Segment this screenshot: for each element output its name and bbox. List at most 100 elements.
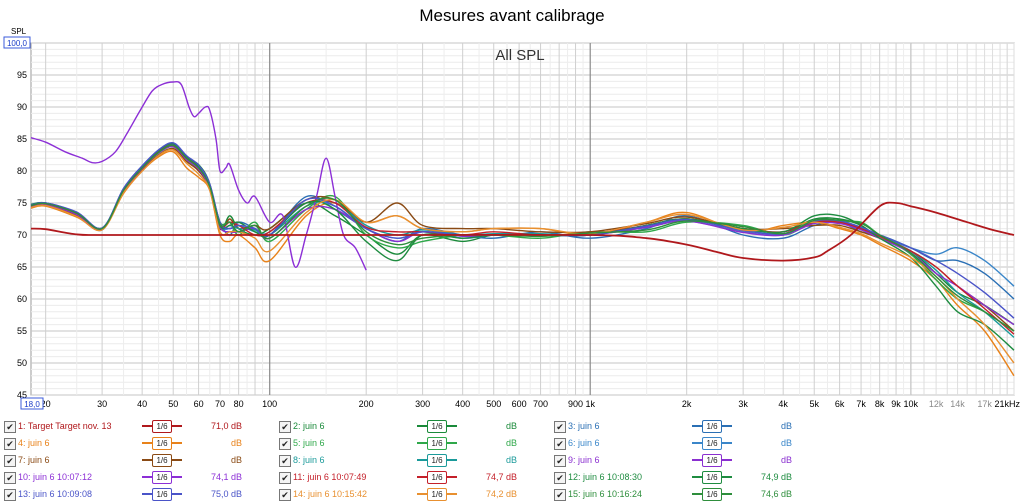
- legend-smoothing-label: 1/6: [702, 471, 722, 484]
- legend-value: 74,2 dB: [485, 489, 517, 499]
- legend-checkbox[interactable]: ✔: [4, 421, 16, 433]
- series-line-1: [30, 201, 1015, 262]
- legend-smoothing-swatch[interactable]: 1/6: [692, 436, 732, 450]
- legend-smoothing-label: 1/6: [427, 488, 447, 501]
- x-tick-label: 80: [234, 399, 244, 409]
- legend-value: dB: [505, 455, 517, 465]
- legend-label: 13: juin 6 10:09:08: [18, 489, 93, 499]
- legend-smoothing-swatch[interactable]: 1/6: [417, 470, 457, 484]
- chart-subtitle: All SPL: [495, 47, 544, 64]
- y-top-marker-box[interactable]: [3, 36, 31, 49]
- legend-item-2[interactable]: ✔ 2: juin 6 1/6 dB: [279, 419, 549, 436]
- legend-smoothing-swatch[interactable]: 1/6: [692, 487, 732, 501]
- legend-smoothing-swatch[interactable]: 1/6: [142, 419, 182, 433]
- legend-value: 71,0 dB: [210, 421, 242, 431]
- legend-checkbox[interactable]: ✔: [554, 489, 566, 501]
- legend-item-6[interactable]: ✔ 6: juin 6 1/6 dB: [554, 436, 824, 453]
- legend-label: 14: juin 6 10:15:42: [293, 489, 368, 499]
- legend-checkbox[interactable]: ✔: [4, 455, 16, 467]
- legend-checkbox[interactable]: ✔: [4, 489, 16, 501]
- legend-value: dB: [780, 421, 792, 431]
- legend-label: 12: juin 6 10:08:30: [568, 472, 643, 482]
- legend-smoothing-label: 1/6: [427, 420, 447, 433]
- x-tick-label: 6k: [835, 399, 845, 409]
- y-tick-label: 60: [17, 294, 27, 304]
- legend-smoothing-swatch[interactable]: 1/6: [692, 453, 732, 467]
- x-start-marker-box[interactable]: [20, 397, 44, 410]
- legend-smoothing-swatch[interactable]: 1/6: [142, 453, 182, 467]
- legend-smoothing-swatch[interactable]: 1/6: [417, 419, 457, 433]
- legend-checkbox[interactable]: ✔: [4, 472, 16, 484]
- x-tick-label: 200: [359, 399, 374, 409]
- legend-smoothing-label: 1/6: [702, 437, 722, 450]
- legend-checkbox[interactable]: ✔: [554, 438, 566, 450]
- legend-item-3[interactable]: ✔ 3: juin 6 1/6 dB: [554, 419, 824, 436]
- legend-item-13[interactable]: ✔ 13: juin 6 10:09:08 1/6 75,0 dB: [4, 487, 274, 504]
- legend-smoothing-swatch[interactable]: 1/6: [417, 487, 457, 501]
- legend-smoothing-swatch[interactable]: 1/6: [142, 487, 182, 501]
- x-tick-label: 4k: [778, 399, 788, 409]
- y-tick-label: 50: [17, 358, 27, 368]
- x-tick-label: 14k: [950, 399, 965, 409]
- legend-smoothing-swatch[interactable]: 1/6: [142, 470, 182, 484]
- x-tick-label: 17k: [977, 399, 992, 409]
- y-tick-label: 70: [17, 230, 27, 240]
- legend-item-12[interactable]: ✔ 12: juin 6 10:08:30 1/6 74,9 dB: [554, 470, 824, 487]
- legend-item-9[interactable]: ✔ 9: juin 6 1/6 dB: [554, 453, 824, 470]
- x-tick-label: 20: [41, 399, 51, 409]
- legend-checkbox[interactable]: ✔: [279, 489, 291, 501]
- x-tick-label: 60: [194, 399, 204, 409]
- x-tick-labels: 20 30 40 50 60 70 80 100 200 300 400 500 600 700 900 1k…: [41, 399, 1021, 409]
- legend-smoothing-label: 1/6: [427, 437, 447, 450]
- legend-checkbox[interactable]: ✔: [554, 455, 566, 467]
- legend-item-11[interactable]: ✔ 11: juin 6 10:07:49 1/6 74,7 dB: [279, 470, 549, 487]
- legend-smoothing-swatch[interactable]: 1/6: [692, 470, 732, 484]
- legend-item-7[interactable]: ✔ 7: juin 6 1/6 dB: [4, 453, 274, 470]
- legend-item-5[interactable]: ✔ 5: juin 6 1/6 dB: [279, 436, 549, 453]
- legend-checkbox[interactable]: ✔: [554, 421, 566, 433]
- legend-item-1[interactable]: ✔ 1: Target Target nov. 13 1/6 71,0 dB: [4, 419, 274, 436]
- x-tick-label: 9k: [891, 399, 901, 409]
- legend-smoothing-swatch[interactable]: 1/6: [142, 436, 182, 450]
- legend-item-14[interactable]: ✔ 14: juin 6 10:15:42 1/6 74,2 dB: [279, 487, 549, 504]
- legend-item-15[interactable]: ✔ 15: juin 6 10:16:24 1/6 74,6 dB: [554, 487, 824, 504]
- legend-value: dB: [780, 455, 792, 465]
- legend-item-8[interactable]: ✔ 8: juin 6 1/6 dB: [279, 453, 549, 470]
- x-tick-label: 21kHz: [994, 399, 1020, 409]
- legend-checkbox[interactable]: ✔: [279, 421, 291, 433]
- legend-smoothing-label: 1/6: [702, 420, 722, 433]
- x-tick-label: 50: [168, 399, 178, 409]
- legend-checkbox[interactable]: ✔: [279, 438, 291, 450]
- x-tick-label: 10k: [903, 399, 918, 409]
- legend-smoothing-label: 1/6: [702, 488, 722, 501]
- legend-checkbox[interactable]: ✔: [279, 455, 291, 467]
- y-tick-label: 80: [17, 166, 27, 176]
- series-line-10: [30, 81, 367, 271]
- x-tick-label: 3k: [738, 399, 748, 409]
- legend-item-4[interactable]: ✔ 4: juin 6 1/6 dB: [4, 436, 274, 453]
- legend-item-10[interactable]: ✔ 10: juin 6 10:07:12 1/6 74,1 dB: [4, 470, 274, 487]
- legend-value: 74,6 dB: [760, 489, 792, 499]
- legend-smoothing-label: 1/6: [152, 488, 172, 501]
- legend-label: 5: juin 6: [293, 438, 325, 448]
- grid-lines: [31, 42, 1015, 396]
- y-tick-label: 55: [17, 326, 27, 336]
- legend-smoothing-label: 1/6: [152, 437, 172, 450]
- legend-checkbox[interactable]: ✔: [4, 438, 16, 450]
- x-tick-label: 8k: [875, 399, 885, 409]
- legend-value: 74,9 dB: [760, 472, 792, 482]
- legend-smoothing-swatch[interactable]: 1/6: [692, 419, 732, 433]
- series-line-14: [30, 148, 1015, 364]
- legend-value: dB: [505, 421, 517, 431]
- legend-smoothing-swatch[interactable]: 1/6: [417, 436, 457, 450]
- frequency-response-chart[interactable]: 45 50 55 60 65 70 75 80 85 90 95 20 30 40 50 60 70 80 100…: [0, 0, 1024, 416]
- legend-label: 9: juin 6: [568, 455, 600, 465]
- legend-smoothing-swatch[interactable]: 1/6: [417, 453, 457, 467]
- x-tick-label: 900: [568, 399, 583, 409]
- legend-checkbox[interactable]: ✔: [554, 472, 566, 484]
- legend-label: 6: juin 6: [568, 438, 600, 448]
- legend-smoothing-label: 1/6: [427, 454, 447, 467]
- legend-checkbox[interactable]: ✔: [279, 472, 291, 484]
- curves: [30, 81, 1015, 377]
- y-tick-label: 90: [17, 102, 27, 112]
